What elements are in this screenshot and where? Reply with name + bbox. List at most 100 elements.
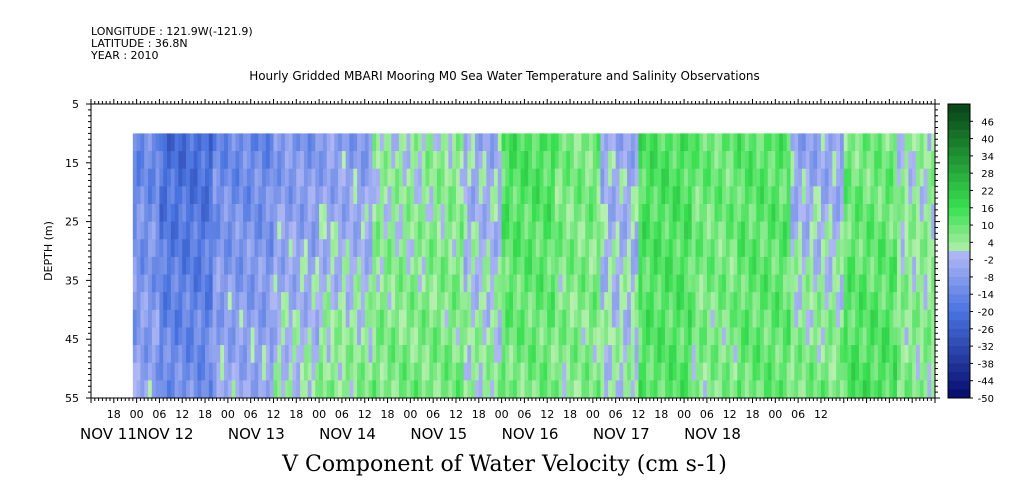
heatmap-cell xyxy=(448,292,453,311)
heatmap-cell xyxy=(417,186,423,205)
heatmap-cell xyxy=(558,327,564,346)
heatmap-cell xyxy=(775,133,780,152)
heatmap-cell xyxy=(733,380,738,398)
heatmap-cell xyxy=(292,345,297,364)
heatmap-cell xyxy=(205,274,210,293)
heatmap-cell xyxy=(820,345,826,364)
heatmap-cell xyxy=(174,345,180,364)
heatmap-cell xyxy=(421,345,427,364)
heatmap-cell xyxy=(262,256,267,276)
heatmap-cell xyxy=(436,186,442,205)
heatmap-cell xyxy=(615,362,621,381)
heatmap-cell xyxy=(410,168,415,187)
heatmap-cell xyxy=(387,274,392,293)
heatmap-cell xyxy=(186,239,191,258)
heatmap-cell xyxy=(748,221,754,240)
heatmap-cell xyxy=(144,274,149,293)
heatmap-cell xyxy=(155,133,161,152)
heatmap-cell xyxy=(851,362,856,381)
heatmap-cell xyxy=(782,186,788,205)
heatmap-cell xyxy=(334,345,339,364)
heatmap-cell xyxy=(505,362,510,381)
heatmap-cell xyxy=(379,345,385,364)
heatmap-cell xyxy=(231,203,237,223)
heatmap-cell xyxy=(368,151,373,170)
heatmap-cell xyxy=(440,168,446,187)
x-hour-label: 06 xyxy=(426,408,440,421)
heatmap-cell xyxy=(296,186,301,205)
heatmap-cell xyxy=(665,256,670,276)
heatmap-cell xyxy=(132,186,138,205)
heatmap-cell xyxy=(547,274,552,293)
heatmap-cell xyxy=(870,239,875,258)
heatmap-cell xyxy=(425,239,430,258)
heatmap-cell xyxy=(824,186,830,205)
heatmap-cell xyxy=(292,168,297,187)
heatmap-cell xyxy=(931,168,935,187)
heatmap-cell xyxy=(691,380,697,398)
heatmap-cell xyxy=(281,168,286,187)
heatmap-cell xyxy=(570,327,575,346)
heatmap-cell xyxy=(220,133,225,152)
heatmap-cell xyxy=(547,309,552,329)
heatmap-cell xyxy=(885,239,890,258)
heatmap-cell xyxy=(243,345,248,364)
heatmap-cell xyxy=(748,239,754,258)
heatmap-cell xyxy=(273,186,278,205)
heatmap-cell xyxy=(858,292,864,311)
heatmap-cell xyxy=(455,292,461,311)
heatmap-cell xyxy=(341,256,347,276)
heatmap-cell xyxy=(684,345,689,364)
heatmap-cell xyxy=(592,380,598,398)
heatmap-cell xyxy=(379,133,385,152)
heatmap-cell xyxy=(573,239,579,258)
heatmap-cell xyxy=(543,256,548,276)
heatmap-cell xyxy=(836,256,841,276)
heatmap-cell xyxy=(433,203,438,223)
x-hour-label: 18 xyxy=(289,408,303,421)
heatmap-cell xyxy=(839,151,845,170)
heatmap-cell xyxy=(296,133,301,152)
heatmap-cell xyxy=(459,327,465,346)
heatmap-cell xyxy=(201,186,206,205)
heatmap-cell xyxy=(790,221,795,240)
heatmap-cell xyxy=(281,292,286,311)
heatmap-cell xyxy=(398,221,404,240)
heatmap-cell xyxy=(706,362,712,381)
heatmap-cell xyxy=(638,345,643,364)
heatmap-cell xyxy=(387,221,392,240)
heatmap-cell xyxy=(379,239,385,258)
heatmap-cell xyxy=(703,292,708,311)
heatmap-cell xyxy=(809,133,814,152)
x-hour-label: 06 xyxy=(517,408,531,421)
heatmap-cell xyxy=(801,221,807,240)
heatmap-cell xyxy=(885,221,890,240)
heatmap-cell xyxy=(718,292,723,311)
heatmap-cell xyxy=(368,239,373,258)
heatmap-cell xyxy=(532,186,537,205)
heatmap-cell xyxy=(326,151,332,170)
heatmap-cell xyxy=(896,274,902,293)
heatmap-cell xyxy=(551,327,556,346)
heatmap-cell xyxy=(535,292,541,311)
heatmap-cell xyxy=(364,327,370,346)
heatmap-cell xyxy=(364,151,370,170)
heatmap-cell xyxy=(748,256,754,276)
heatmap-cell xyxy=(170,345,176,364)
heatmap-cell xyxy=(855,380,860,398)
heatmap-cell xyxy=(775,362,780,381)
heatmap-cell xyxy=(319,256,324,276)
heatmap-cell xyxy=(596,239,602,258)
heatmap-cell xyxy=(752,362,757,381)
heatmap-cell xyxy=(509,151,514,170)
heatmap-cell xyxy=(923,256,928,276)
heatmap-cell xyxy=(611,151,617,170)
heatmap-cell xyxy=(239,239,244,258)
heatmap-cell xyxy=(649,309,655,329)
heatmap-cell xyxy=(813,168,818,187)
heatmap-cell xyxy=(448,133,453,152)
heatmap-cell xyxy=(577,274,583,293)
heatmap-cell xyxy=(691,186,697,205)
heatmap-cell xyxy=(824,151,830,170)
heatmap-cell xyxy=(923,151,928,170)
